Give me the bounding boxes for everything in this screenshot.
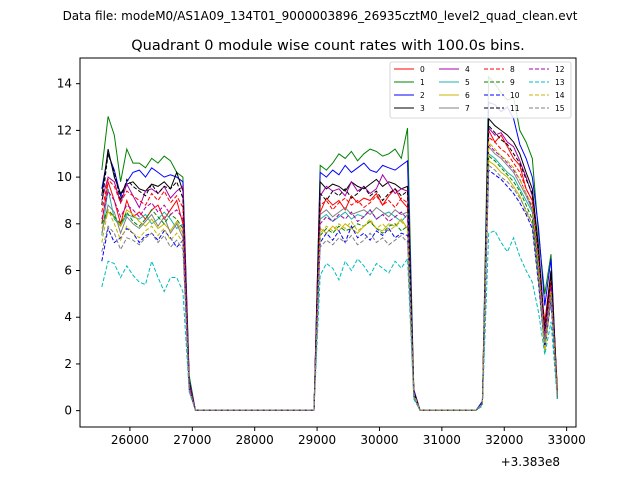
chart-title: Quadrant 0 module wise count rates with … bbox=[131, 38, 525, 54]
y-tick-label: 12 bbox=[57, 123, 72, 137]
legend-label-12: 12 bbox=[555, 65, 565, 74]
series-line-12 bbox=[101, 143, 558, 411]
legend-label-15: 15 bbox=[555, 104, 565, 113]
legend-label-1: 1 bbox=[420, 78, 425, 87]
y-axis: 0 2 4 6 8 10 12 14 bbox=[57, 77, 80, 418]
x-tick-label: 33000 bbox=[548, 433, 586, 447]
x-tick-label: 27000 bbox=[173, 433, 211, 447]
legend-label-9: 9 bbox=[510, 78, 515, 87]
y-tick-label: 8 bbox=[64, 217, 72, 231]
legend-box bbox=[389, 61, 572, 119]
series-layer bbox=[101, 75, 558, 411]
axes-frame bbox=[79, 57, 577, 428]
y-tick-label: 14 bbox=[57, 77, 72, 91]
legend-label-11: 11 bbox=[510, 104, 520, 113]
legend-label-3: 3 bbox=[420, 104, 425, 113]
x-tick-label: 30000 bbox=[360, 433, 398, 447]
plot-area: 26000 27000 28000 29000 30000 31000 32000 33000… bbox=[57, 57, 586, 469]
legend-label-4: 4 bbox=[465, 65, 470, 74]
x-tick-label: 26000 bbox=[111, 433, 149, 447]
y-tick-label: 6 bbox=[64, 264, 72, 278]
x-axis: 26000 27000 28000 29000 30000 31000 32000 33000 bbox=[111, 427, 586, 447]
y-tick-label: 2 bbox=[64, 357, 72, 371]
x-tick-label: 31000 bbox=[423, 433, 461, 447]
x-tick-label: 29000 bbox=[298, 433, 336, 447]
legend-label-0: 0 bbox=[420, 65, 425, 74]
legend-label-7: 7 bbox=[465, 104, 470, 113]
legend-label-8: 8 bbox=[510, 65, 515, 74]
legend-label-5: 5 bbox=[465, 78, 470, 87]
legend-label-13: 13 bbox=[555, 78, 565, 87]
y-tick-label: 4 bbox=[64, 310, 72, 324]
legend-label-10: 10 bbox=[510, 91, 520, 100]
series-line-2 bbox=[101, 101, 558, 411]
suptitle: Data file: modeM0/AS1A09_134T01_90000038… bbox=[63, 9, 578, 23]
legend-label-14: 14 bbox=[555, 91, 565, 100]
series-line-13 bbox=[101, 230, 558, 411]
legend-label-6: 6 bbox=[465, 91, 470, 100]
x-tick-label: 32000 bbox=[485, 433, 523, 447]
x-tick-label: 28000 bbox=[236, 433, 274, 447]
series-line-15 bbox=[101, 164, 558, 411]
y-tick-label: 10 bbox=[57, 170, 72, 184]
x-offset-label: +3.383e8 bbox=[501, 455, 560, 469]
y-tick-label: 0 bbox=[64, 404, 72, 418]
legend-label-2: 2 bbox=[420, 91, 425, 100]
